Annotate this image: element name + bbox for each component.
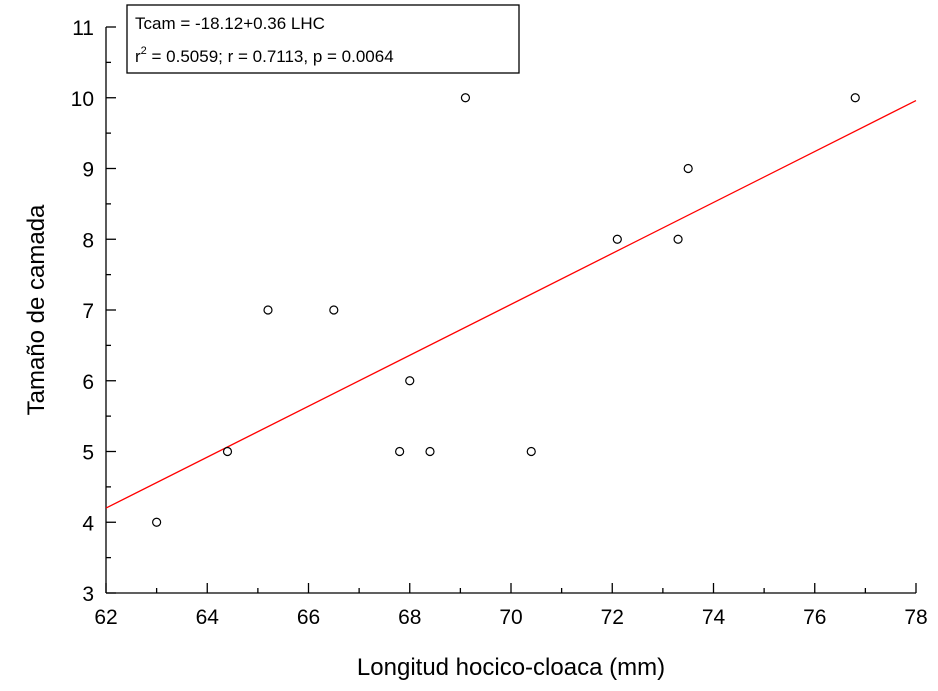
data-point [222,446,233,457]
x-tick-label: 68 [398,606,421,629]
y-tick-label: 4 [82,512,94,535]
r-squared-superscript: 2 [141,45,147,57]
regression-stats: r2 = 0.5059; r = 0.7113, p = 0.0064 [135,45,394,66]
data-point [263,305,273,315]
y-axis-title: Tamaño de camada [23,204,50,415]
x-tick-label: 72 [601,606,624,629]
data-point [405,376,415,386]
x-tick-label: 66 [297,606,320,629]
data-point [152,517,162,527]
data-point [673,234,683,244]
regression-line [105,99,917,509]
data-points [152,93,860,527]
regression-line-group [105,99,917,509]
x-tick-label: 70 [499,606,522,629]
data-point [425,446,435,457]
x-tick-label: 76 [803,606,826,629]
y-tick-label: 5 [82,442,94,465]
regression-equation: Tcam = -18.12+0.36 LHC [135,14,325,33]
y-tick-label: 11 [72,17,94,40]
stats-values: = 0.5059; r = 0.7113, p = 0.0064 [147,47,394,66]
data-point [460,93,471,103]
x-axis-title: Longitud hocico-cloaca (mm) [357,654,665,681]
regression-annotation: Tcam = -18.12+0.36 LHC r2 = 0.5059; r = … [126,4,520,74]
y-tick-label: 8 [82,229,94,252]
x-tick-label: 64 [196,606,220,629]
data-point [395,446,405,457]
data-point [683,163,693,174]
y-tick-label: 10 [71,88,94,111]
data-point [612,234,622,244]
x-tick-label: 74 [702,606,726,629]
r-label: r [135,47,141,66]
data-point [850,93,860,103]
data-point [526,446,536,457]
data-point [329,305,339,315]
axes [105,27,916,594]
y-tick-label: 7 [82,300,94,323]
y-tick-label: 6 [82,371,94,394]
x-tick-label: 78 [904,606,927,629]
x-tick-label: 62 [94,606,117,629]
y-tick-label: 9 [82,159,94,182]
y-tick-label: 3 [82,583,94,606]
annotation-box [126,4,520,74]
